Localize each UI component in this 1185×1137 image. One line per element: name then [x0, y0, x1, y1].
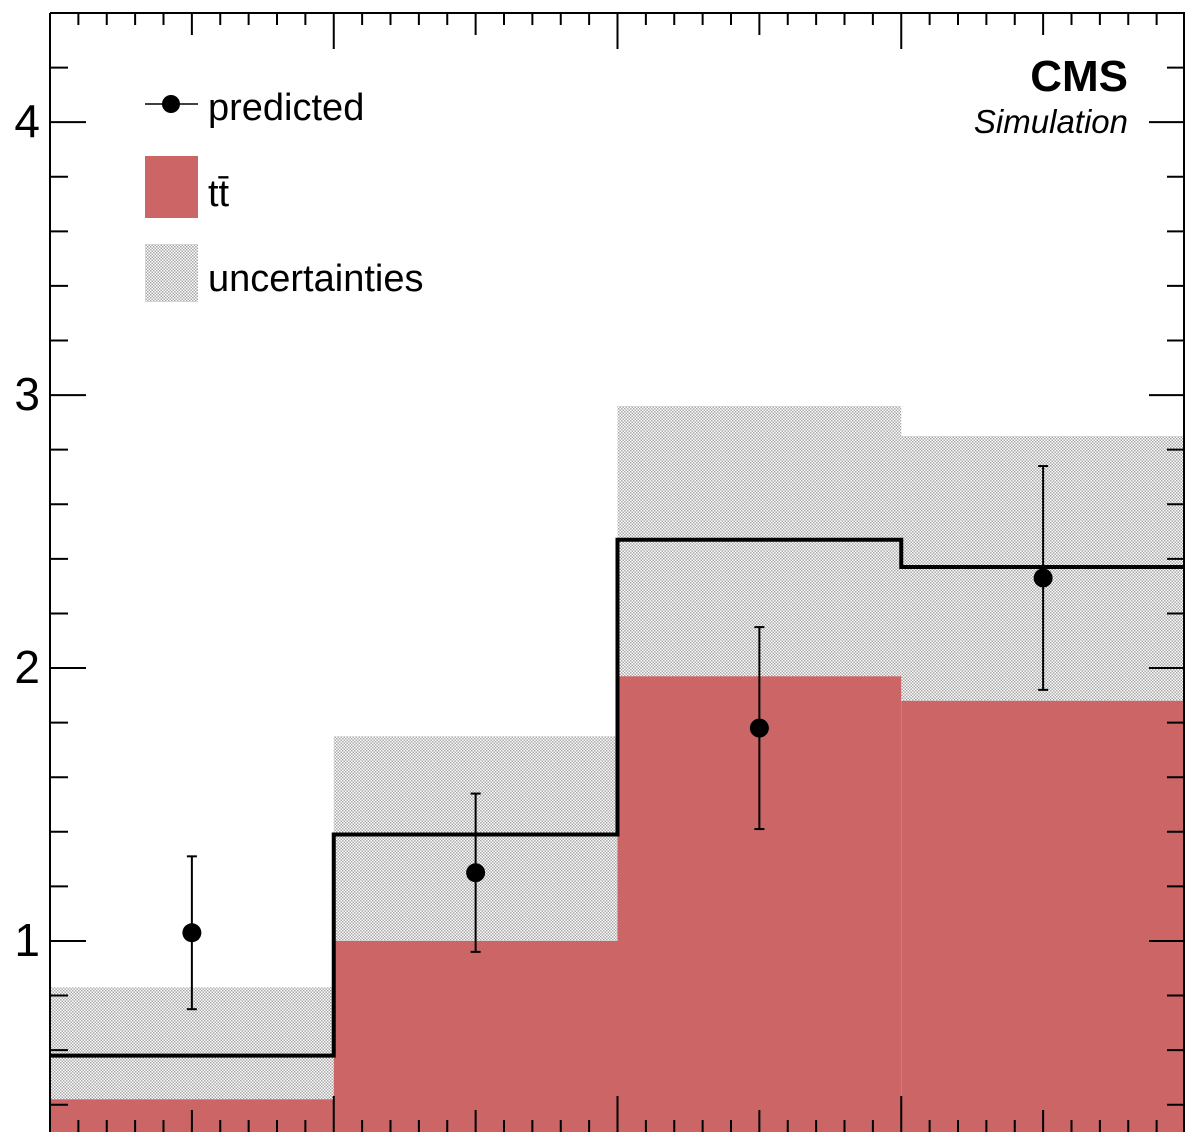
legend-uncertainty-swatch: [145, 244, 198, 302]
legend-predicted-marker: [162, 95, 180, 113]
cms-label: CMS: [1030, 52, 1128, 101]
total-step-line: [50, 537, 1185, 1058]
legend-label-predicted: predicted: [208, 87, 364, 129]
y-tick-labels: 1 2 3 4: [14, 95, 40, 966]
legend: predicted tt̄ uncertainties: [145, 87, 423, 302]
y-tick-label-4: 4: [14, 95, 40, 147]
axes-frame: [49, 12, 1185, 1132]
simulation-label: Simulation: [974, 103, 1128, 140]
y-tick-label-2: 2: [14, 641, 40, 693]
ttbar-histogram: [50, 676, 1185, 1132]
legend-item-uncertainties: uncertainties: [145, 244, 423, 302]
legend-ttbar-swatch: [145, 156, 198, 218]
legend-item-predicted: predicted: [145, 87, 364, 129]
ttbar-bar-4: [901, 700, 1185, 1132]
predicted-point-1: [182, 923, 202, 943]
predicted-point-3: [749, 718, 769, 738]
legend-label-uncertainties: uncertainties: [208, 258, 423, 300]
legend-label-ttbar: tt̄: [208, 173, 230, 215]
predicted-points: [182, 465, 1053, 1011]
y-tick-label-1: 1: [14, 914, 40, 966]
total-step-path: [50, 537, 1185, 1058]
legend-item-ttbar: tt̄: [145, 156, 230, 218]
predicted-point-2: [466, 863, 486, 883]
ttbar-bar-2: [333, 940, 618, 1132]
y-tick-label-3: 3: [14, 368, 40, 420]
predicted-point-4: [1033, 568, 1053, 588]
